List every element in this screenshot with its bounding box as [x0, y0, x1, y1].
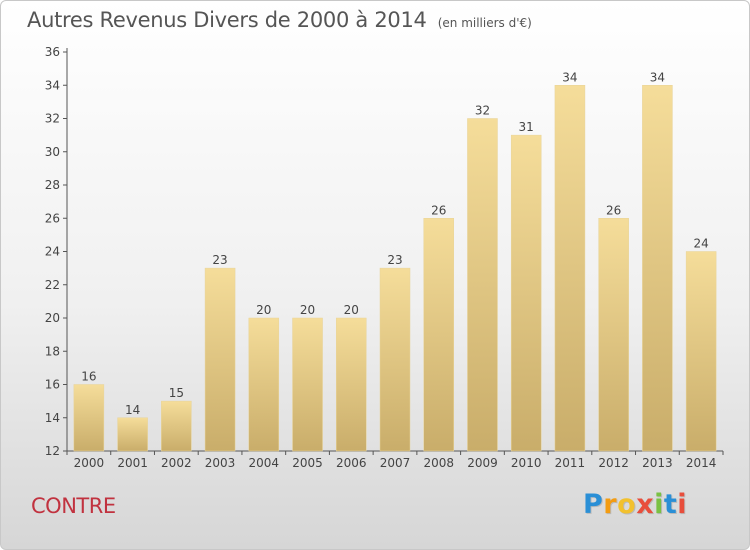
bar-value-label: 23	[387, 253, 402, 267]
chart-subtitle: (en milliers d'€)	[437, 16, 532, 30]
bar-value-label: 32	[475, 104, 490, 118]
y-tick-label: 18	[45, 344, 60, 358]
bar-value-label: 26	[606, 203, 621, 217]
chart-title: Autres Revenus Divers de 2000 à 2014 (en…	[27, 8, 532, 32]
bar-value-label: 23	[212, 253, 227, 267]
y-tick-label: 34	[45, 78, 60, 92]
x-tick-label: 2013	[642, 456, 673, 470]
bar-value-label: 15	[169, 386, 184, 400]
bar	[117, 417, 148, 452]
bar-value-label: 34	[562, 70, 577, 84]
x-tick-label: 2007	[380, 456, 411, 470]
proxiti-logo: Proxiti	[583, 489, 687, 520]
bar-value-label: 20	[344, 303, 359, 317]
x-tick-label: 2003	[205, 456, 236, 470]
bar-value-label: 16	[81, 370, 96, 384]
bar	[510, 134, 542, 452]
bar	[73, 384, 105, 452]
commune-name: CONTRE	[31, 494, 116, 518]
bar-value-label: 20	[256, 303, 271, 317]
bar	[642, 85, 673, 452]
y-tick-label: 30	[45, 145, 60, 159]
bar-value-label: 34	[650, 70, 665, 84]
logo-letter: r	[603, 489, 618, 520]
logo-letter: t	[663, 489, 678, 520]
y-tick-label: 16	[45, 378, 60, 392]
logo-letter: i	[677, 489, 688, 520]
bar-value-label: 24	[693, 237, 708, 251]
x-tick-label: 2006	[336, 456, 367, 470]
y-tick-label: 22	[45, 278, 60, 292]
bar-value-label: 20	[300, 303, 315, 317]
chart-title-text: Autres Revenus Divers de 2000 à 2014	[27, 8, 427, 32]
x-tick-label: 2014	[686, 456, 717, 470]
bar	[292, 317, 323, 452]
x-tick-label: 2008	[423, 456, 454, 470]
x-tick-label: 2010	[511, 456, 542, 470]
x-tick-label: 2002	[161, 456, 192, 470]
bar	[336, 317, 367, 452]
y-tick-label: 14	[45, 411, 60, 425]
logo-letter: i	[654, 489, 664, 520]
bar	[204, 267, 236, 452]
x-tick-label: 2000	[74, 456, 105, 470]
bar	[467, 118, 498, 452]
chart-data-labels: 16 14 15 23 20 20 20 23 26 32 31 34 26 34 24	[81, 70, 709, 417]
bar-value-label: 31	[519, 120, 534, 134]
bar	[685, 251, 717, 452]
bar-value-label: 26	[431, 203, 446, 217]
logo-letter: P	[583, 489, 604, 520]
logo-letter: x	[636, 489, 655, 520]
chart-axes: 12 14 16 18 20 22 24 26 28 30 32 34 36 2000 2001 2002 20…	[45, 45, 724, 470]
y-tick-label: 32	[45, 112, 60, 126]
x-tick-label: 2004	[249, 456, 280, 470]
bar-value-label: 14	[125, 403, 140, 417]
x-tick-label: 2001	[117, 456, 148, 470]
y-tick-label: 12	[45, 444, 60, 458]
bar	[248, 317, 280, 452]
x-tick-label: 2012	[598, 456, 629, 470]
y-tick-label: 26	[45, 211, 60, 225]
x-tick-label: 2005	[292, 456, 323, 470]
x-tick-label: 2011	[555, 456, 586, 470]
bar	[554, 85, 586, 452]
y-tick-label: 20	[45, 311, 60, 325]
bar	[379, 267, 411, 452]
y-tick-label: 36	[45, 45, 60, 59]
bar	[161, 400, 192, 452]
x-tick-label: 2009	[467, 456, 498, 470]
y-tick-label: 24	[45, 245, 60, 259]
bar	[423, 218, 454, 452]
y-tick-label: 28	[45, 178, 60, 192]
bar	[598, 218, 629, 452]
logo-letter: o	[617, 489, 637, 520]
chart-bars	[73, 85, 717, 452]
